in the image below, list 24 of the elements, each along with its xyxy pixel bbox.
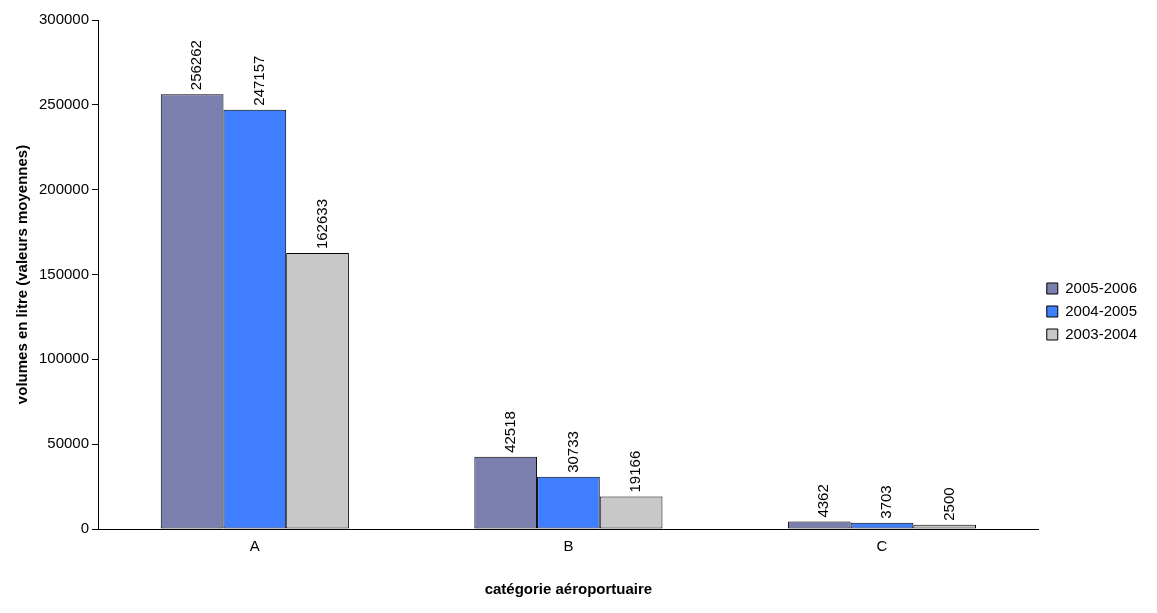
data-label: 30733 xyxy=(563,431,581,473)
data-label: 162633 xyxy=(312,199,330,250)
legend-label: 2005-2006 xyxy=(1065,278,1137,296)
x-axis-title: catégorie aéroportuaire xyxy=(484,580,653,598)
data-label: 256262 xyxy=(187,40,205,91)
data-label: 247157 xyxy=(249,55,267,106)
y-tick-label: 50000 xyxy=(47,434,90,452)
data-label: 2500 xyxy=(939,487,957,521)
x-tick-label: A xyxy=(249,537,260,555)
data-label: 3703 xyxy=(877,485,895,519)
y-tick-label: 100000 xyxy=(38,349,90,367)
data-label: 19166 xyxy=(626,450,644,493)
y-tick-label: 250000 xyxy=(38,94,90,112)
data-label: 4362 xyxy=(814,484,832,518)
y-tick-label: 300000 xyxy=(38,10,90,28)
y-tick-label: 150000 xyxy=(38,264,90,282)
legend-label: 2003-2004 xyxy=(1065,324,1137,342)
x-tick-label: B xyxy=(563,537,574,555)
legend-label: 2004-2005 xyxy=(1065,301,1137,319)
y-tick-label: 0 xyxy=(80,519,90,537)
data-label: 42518 xyxy=(500,411,518,453)
y-tick-label: 200000 xyxy=(38,179,90,197)
x-tick-label: C xyxy=(876,537,888,555)
y-axis-title: volumes en litre (valeurs moyennes) xyxy=(13,144,31,405)
